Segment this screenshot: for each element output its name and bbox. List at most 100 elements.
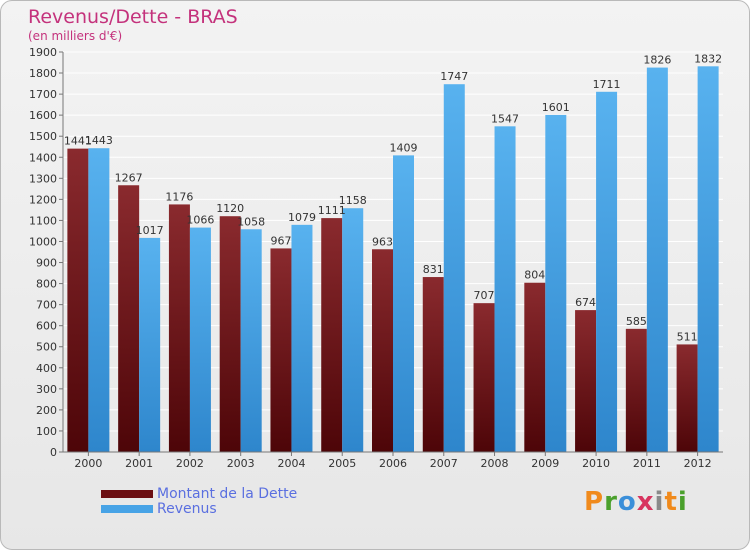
bars bbox=[67, 66, 719, 453]
bar-debt bbox=[118, 185, 140, 452]
y-tick-label: 900 bbox=[36, 257, 57, 270]
bar-revenus bbox=[596, 91, 618, 452]
x-tick-label: 2011 bbox=[633, 457, 661, 470]
bar-revenus bbox=[697, 66, 719, 452]
y-tick-label: 200 bbox=[36, 404, 57, 417]
value-label-debt: 1120 bbox=[216, 202, 244, 215]
value-label-revenus: 1443 bbox=[85, 134, 113, 147]
logo-letter: P bbox=[584, 487, 605, 517]
y-tick-label: 1800 bbox=[29, 67, 57, 80]
value-label-debt: 1441 bbox=[64, 135, 92, 148]
value-label-revenus: 1832 bbox=[694, 52, 722, 65]
legend-label-debt: Montant de la Dette bbox=[157, 486, 298, 502]
bar-revenus bbox=[443, 84, 465, 453]
bar-revenus bbox=[494, 126, 516, 452]
value-label-debt: 963 bbox=[372, 235, 393, 248]
x-tick-label: 2009 bbox=[531, 457, 559, 470]
x-tick-label: 2010 bbox=[582, 457, 610, 470]
value-label-revenus: 1826 bbox=[643, 54, 671, 67]
y-tick-label: 1400 bbox=[29, 151, 57, 164]
x-tick-label: 2001 bbox=[125, 457, 153, 470]
y-tick-label: 400 bbox=[36, 362, 57, 375]
legend: Montant de la Dette Revenus bbox=[101, 487, 297, 517]
bar-debt bbox=[524, 282, 546, 452]
x-tick-label: 2000 bbox=[74, 457, 102, 470]
logo-letter: i bbox=[677, 487, 688, 517]
value-label-revenus: 1058 bbox=[237, 215, 265, 228]
y-tick-label: 1500 bbox=[29, 130, 57, 143]
x-tick-label: 2007 bbox=[430, 457, 458, 470]
legend-label-revenus: Revenus bbox=[157, 501, 217, 517]
value-label-revenus: 1017 bbox=[136, 224, 164, 237]
y-tick-label: 1600 bbox=[29, 109, 57, 122]
value-label-revenus: 1547 bbox=[491, 112, 519, 125]
x-tick-label: 2003 bbox=[227, 457, 255, 470]
legend-item-revenus: Revenus bbox=[101, 502, 297, 517]
bar-debt bbox=[321, 218, 343, 452]
bar-debt bbox=[473, 303, 495, 452]
bar-revenus bbox=[240, 229, 262, 452]
logo-letter: x bbox=[636, 487, 655, 517]
bar-debt bbox=[422, 277, 444, 452]
value-label-debt: 967 bbox=[270, 234, 291, 247]
bar-revenus bbox=[88, 148, 110, 453]
x-tick-label: 2004 bbox=[277, 457, 305, 470]
y-tick-label: 700 bbox=[36, 299, 57, 312]
bar-debt bbox=[168, 204, 190, 452]
value-label-debt: 707 bbox=[474, 289, 495, 302]
bar-debt bbox=[575, 310, 597, 452]
chart-subtitle: (en milliers d'€) bbox=[28, 29, 123, 43]
y-tick-label: 1700 bbox=[29, 88, 57, 101]
value-label-debt: 674 bbox=[575, 296, 596, 309]
y-tick-label: 1300 bbox=[29, 172, 57, 185]
y-tick-label: 100 bbox=[36, 425, 57, 438]
value-label-revenus: 1158 bbox=[339, 194, 367, 207]
y-tick-label: 600 bbox=[36, 320, 57, 333]
legend-item-debt: Montant de la Dette bbox=[101, 487, 297, 502]
value-label-debt: 1111 bbox=[318, 204, 346, 217]
logo-letter: r bbox=[604, 487, 618, 517]
bar-revenus bbox=[646, 67, 668, 452]
value-label-debt: 585 bbox=[626, 315, 647, 328]
x-tick-label: 2006 bbox=[379, 457, 407, 470]
bar-revenus bbox=[545, 114, 567, 453]
legend-swatch-revenus bbox=[101, 505, 153, 513]
bar-revenus bbox=[393, 155, 414, 453]
value-label-debt: 1176 bbox=[165, 190, 193, 203]
value-label-revenus: 1711 bbox=[593, 78, 621, 91]
bar-revenus bbox=[189, 227, 211, 452]
y-tick-label: 1100 bbox=[29, 214, 57, 227]
value-label-revenus: 1409 bbox=[390, 141, 418, 154]
y-tick-label: 1200 bbox=[29, 193, 57, 206]
value-label-revenus: 1079 bbox=[288, 211, 316, 224]
value-label-debt: 804 bbox=[524, 269, 545, 282]
chart-title: Revenus/Dette - BRAS bbox=[28, 6, 238, 28]
bar-debt bbox=[67, 148, 89, 452]
legend-swatch-debt bbox=[101, 490, 153, 498]
y-tick-label: 1900 bbox=[29, 46, 57, 59]
value-label-revenus: 1066 bbox=[186, 214, 214, 227]
bar-debt bbox=[270, 248, 292, 452]
value-label-debt: 831 bbox=[423, 263, 444, 276]
value-label-revenus: 1747 bbox=[440, 70, 468, 83]
y-tick-label: 1000 bbox=[29, 235, 57, 248]
bar-revenus bbox=[342, 208, 364, 452]
bar-debt bbox=[676, 344, 698, 452]
bar-debt bbox=[372, 249, 393, 452]
y-tick-label: 800 bbox=[36, 278, 57, 291]
logo-letter: o bbox=[617, 487, 637, 517]
logo-letter: i bbox=[654, 487, 665, 517]
logo-letter: t bbox=[664, 487, 678, 517]
y-tick-label: 300 bbox=[36, 383, 57, 396]
bar-revenus bbox=[139, 237, 161, 452]
y-tick-label: 0 bbox=[50, 446, 57, 459]
value-label-debt: 511 bbox=[677, 330, 698, 343]
value-label-debt: 1267 bbox=[115, 171, 143, 184]
x-tick-label: 2008 bbox=[481, 457, 509, 470]
x-tick-label: 2002 bbox=[176, 457, 204, 470]
x-tick-label: 2005 bbox=[328, 457, 356, 470]
y-tick-label: 500 bbox=[36, 341, 57, 354]
bar-debt bbox=[219, 216, 241, 452]
